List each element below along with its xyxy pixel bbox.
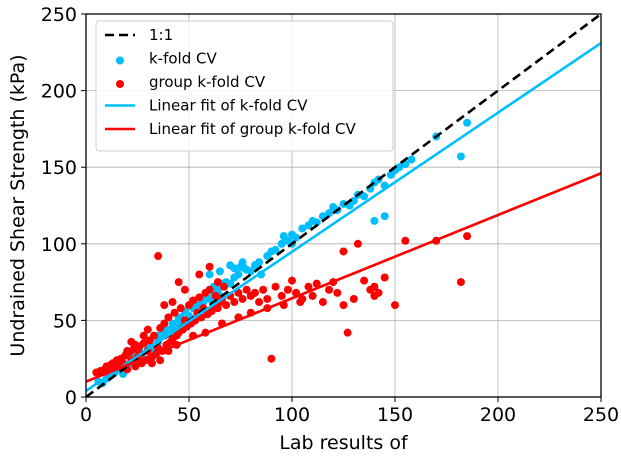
data-point xyxy=(239,258,247,266)
data-point xyxy=(255,298,263,306)
x-tick-label: 150 xyxy=(377,404,413,426)
data-point xyxy=(272,283,280,291)
data-point xyxy=(340,247,348,255)
data-point xyxy=(309,292,317,300)
data-point xyxy=(263,295,271,303)
data-point xyxy=(222,301,230,309)
data-point xyxy=(156,356,164,364)
data-point xyxy=(407,156,415,164)
data-point xyxy=(154,252,162,260)
data-point xyxy=(214,278,222,286)
data-point xyxy=(206,286,214,294)
data-point xyxy=(288,277,296,285)
data-point xyxy=(206,270,214,278)
data-point xyxy=(267,355,275,363)
y-tick-label: 50 xyxy=(53,310,77,332)
data-point xyxy=(333,289,341,297)
data-point xyxy=(239,295,247,303)
data-point xyxy=(457,278,465,286)
y-tick-label: 200 xyxy=(41,81,77,103)
y-tick-label: 100 xyxy=(41,234,77,256)
data-point xyxy=(251,289,259,297)
legend-label: Linear fit of k-fold CV xyxy=(149,97,308,115)
data-point xyxy=(206,263,214,271)
legend-label: Linear fit of group k-fold CV xyxy=(149,120,357,138)
x-tick-label: 100 xyxy=(274,404,310,426)
data-point xyxy=(284,286,292,294)
data-point xyxy=(350,295,358,303)
legend-label: k-fold CV xyxy=(149,50,217,68)
data-point xyxy=(463,119,471,127)
data-point xyxy=(255,258,263,266)
data-point xyxy=(344,329,352,337)
data-point xyxy=(123,347,131,355)
data-point xyxy=(296,298,304,306)
data-point xyxy=(457,152,465,160)
x-tick-label: 0 xyxy=(80,404,92,426)
legend-label: group k-fold CV xyxy=(149,73,266,91)
legend: 1:1 k-fold CV group k-fold CV Linear fit of… xyxy=(96,21,393,151)
y-axis-label: Undrained Shear Strength (kPa) xyxy=(7,54,29,356)
data-point xyxy=(169,298,177,306)
data-point xyxy=(463,232,471,240)
data-point xyxy=(177,304,185,312)
data-point xyxy=(370,217,378,225)
legend-label: 1:1 xyxy=(149,26,173,44)
data-point xyxy=(150,332,158,340)
x-tick-label: 50 xyxy=(177,404,201,426)
data-point xyxy=(230,264,238,272)
y-tick-label: 250 xyxy=(41,4,77,26)
data-point xyxy=(175,278,183,286)
data-point xyxy=(280,232,288,240)
legend-swatch-marker xyxy=(116,80,124,88)
data-point xyxy=(216,267,224,275)
data-point xyxy=(319,298,327,306)
x-axis-label: Lab results of xyxy=(279,432,409,454)
data-point xyxy=(230,298,238,306)
data-point xyxy=(325,286,333,294)
data-point xyxy=(340,301,348,309)
x-tick-label: 200 xyxy=(480,404,516,426)
data-point xyxy=(370,283,378,291)
data-point xyxy=(131,341,139,349)
data-point xyxy=(148,359,156,367)
data-point xyxy=(381,274,389,282)
data-point xyxy=(401,237,409,245)
y-tick-label: 0 xyxy=(65,387,77,409)
data-point xyxy=(391,301,399,309)
y-tick-label: 150 xyxy=(41,157,77,179)
legend-swatch-marker xyxy=(116,57,124,65)
data-point xyxy=(354,240,362,248)
data-point xyxy=(160,301,168,309)
data-point xyxy=(259,286,267,294)
x-tick-label: 250 xyxy=(583,404,619,426)
data-point xyxy=(140,332,148,340)
data-point xyxy=(278,292,286,300)
data-point xyxy=(381,212,389,220)
data-point xyxy=(195,270,203,278)
data-point xyxy=(360,277,368,285)
data-point xyxy=(181,286,189,294)
